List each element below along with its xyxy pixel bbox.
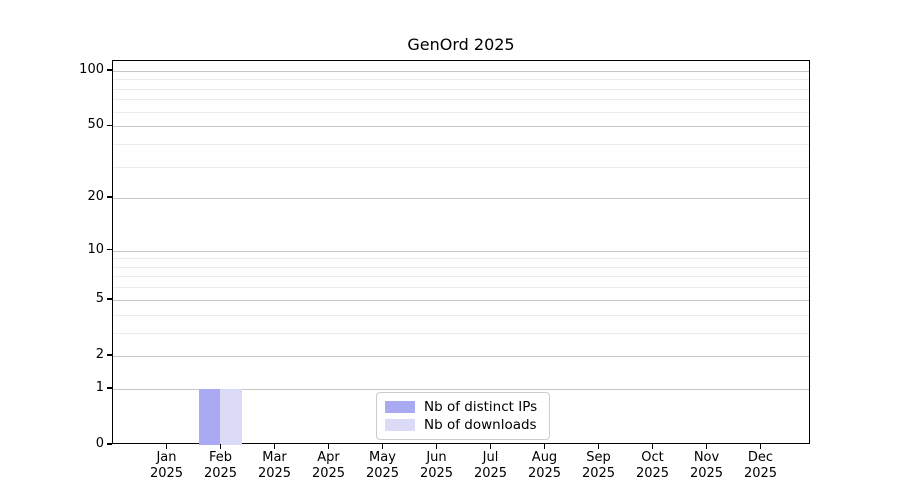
y-tick-label: 50 bbox=[87, 117, 104, 133]
x-tick-label-year: 2025 bbox=[581, 465, 616, 481]
x-tick-label: Sep 2025 bbox=[567, 450, 631, 481]
legend-label: Nb of downloads bbox=[424, 417, 537, 433]
x-tick-label: Mar 2025 bbox=[243, 450, 307, 481]
x-tick-label: Jul 2025 bbox=[459, 450, 523, 481]
chart-title: GenOrd 2025 bbox=[407, 35, 515, 54]
bar-nb-of-distinct-ips bbox=[198, 388, 220, 445]
x-tick-label: Apr 2025 bbox=[297, 450, 361, 481]
legend-item: Nb of distinct IPs bbox=[385, 398, 537, 416]
gridline-minor bbox=[113, 143, 809, 145]
gridline-minor bbox=[113, 314, 809, 316]
x-tick-label-month: Mar bbox=[262, 450, 287, 465]
plot-area bbox=[112, 60, 810, 445]
gridline-minor bbox=[113, 99, 809, 101]
gridline-minor bbox=[113, 111, 809, 113]
x-tick bbox=[759, 444, 762, 449]
x-tick-label-month: Oct bbox=[641, 450, 664, 465]
legend-label: Nb of distinct IPs bbox=[424, 399, 538, 415]
x-tick bbox=[597, 444, 600, 449]
x-tick-label-month: Nov bbox=[693, 450, 720, 465]
y-tick bbox=[107, 387, 112, 389]
gridline-major bbox=[113, 299, 809, 301]
gridline-minor bbox=[113, 332, 809, 334]
gridline-minor bbox=[113, 88, 809, 90]
y-tick bbox=[107, 69, 112, 71]
y-tick-label: 100 bbox=[79, 61, 104, 77]
legend-swatch bbox=[385, 401, 415, 413]
x-tick-label-year: 2025 bbox=[527, 465, 562, 481]
gridline-minor bbox=[113, 287, 809, 289]
x-tick-label-month: Jan bbox=[156, 450, 177, 465]
x-tick bbox=[651, 444, 654, 449]
y-tick-label: 0 bbox=[95, 436, 104, 451]
x-tick-label-year: 2025 bbox=[635, 465, 670, 481]
y-tick-label: 1 bbox=[95, 379, 104, 395]
x-tick-label-month: Feb bbox=[208, 450, 233, 465]
gridline-minor bbox=[113, 276, 809, 278]
x-tick bbox=[327, 444, 330, 449]
x-tick-label-month: Jun bbox=[426, 450, 447, 465]
x-tick-label: Jan 2025 bbox=[135, 450, 199, 481]
gridline-minor bbox=[113, 79, 809, 81]
y-tick-label: 2 bbox=[95, 346, 104, 362]
x-tick-label-year: 2025 bbox=[149, 465, 184, 481]
y-tick bbox=[107, 298, 112, 300]
legend: Nb of distinct IPs Nb of downloads bbox=[376, 392, 551, 440]
y-tick bbox=[107, 124, 112, 126]
x-tick bbox=[543, 444, 546, 449]
gridline-minor bbox=[113, 166, 809, 168]
y-tick bbox=[107, 248, 112, 251]
x-tick-label: Jun 2025 bbox=[405, 450, 469, 481]
gridline-minor bbox=[113, 258, 809, 260]
x-tick-label: Aug 2025 bbox=[513, 450, 577, 481]
gridline-major bbox=[113, 250, 809, 252]
x-tick-label-month: May bbox=[369, 450, 396, 465]
x-tick bbox=[381, 444, 384, 449]
gridline-major bbox=[113, 126, 809, 128]
x-tick-label: Feb 2025 bbox=[189, 450, 253, 481]
gridline-major bbox=[113, 388, 809, 390]
x-tick bbox=[273, 444, 276, 449]
y-tick-label: 5 bbox=[95, 290, 104, 306]
x-tick-label-month: Sep bbox=[586, 450, 611, 465]
gridline-major bbox=[113, 355, 809, 357]
gridline-major bbox=[113, 198, 809, 200]
x-tick bbox=[165, 444, 168, 449]
x-tick-label-year: 2025 bbox=[473, 465, 508, 481]
legend-swatch bbox=[385, 419, 415, 431]
x-tick-label-year: 2025 bbox=[203, 465, 238, 481]
y-tick bbox=[107, 443, 112, 445]
y-tick bbox=[107, 196, 112, 198]
x-tick-label-year: 2025 bbox=[419, 465, 454, 481]
x-tick-label-month: Aug bbox=[531, 450, 558, 465]
x-tick-label: May 2025 bbox=[351, 450, 415, 481]
x-tick-label: Nov 2025 bbox=[675, 450, 739, 481]
x-tick-label: Dec 2025 bbox=[729, 450, 793, 481]
x-tick-label-year: 2025 bbox=[365, 465, 400, 481]
y-tick bbox=[107, 354, 112, 356]
x-tick-label-year: 2025 bbox=[257, 465, 292, 481]
x-tick-label-month: Jul bbox=[482, 450, 499, 465]
x-tick bbox=[219, 444, 222, 449]
x-tick-label-month: Dec bbox=[747, 450, 774, 465]
y-tick-label: 10 bbox=[87, 241, 104, 257]
x-tick-label-year: 2025 bbox=[689, 465, 724, 481]
legend-item: Nb of downloads bbox=[385, 416, 537, 434]
gridline-minor bbox=[113, 266, 809, 268]
x-tick-label-year: 2025 bbox=[743, 465, 778, 481]
y-tick-label: 20 bbox=[87, 189, 104, 205]
x-tick bbox=[489, 444, 492, 449]
x-tick-label: Oct 2025 bbox=[621, 450, 685, 481]
x-tick bbox=[435, 444, 438, 449]
bar-nb-of-downloads bbox=[220, 388, 242, 445]
gridline-major bbox=[113, 70, 809, 72]
x-tick-label-year: 2025 bbox=[311, 465, 346, 481]
x-tick-label-month: Apr bbox=[317, 450, 340, 465]
x-tick bbox=[705, 444, 708, 449]
